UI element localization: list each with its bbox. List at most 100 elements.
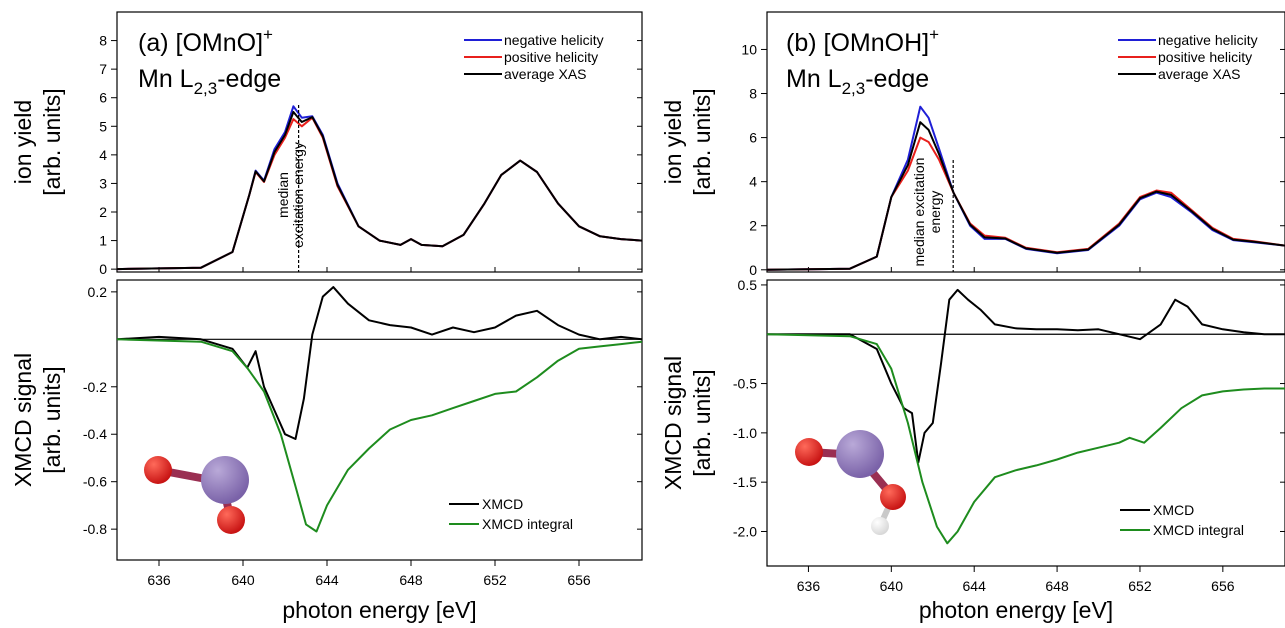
edge-label-subscript: 2,3 <box>194 79 218 98</box>
x-tick-label: 656 <box>1211 578 1235 594</box>
lower-y-axis-title-units: [arb. units] <box>689 369 715 476</box>
median-excitation-annotation: median excitation energy <box>275 105 306 272</box>
panel-title: (a) [OMnO]+ <box>138 25 273 57</box>
series-line-average-xas <box>766 121 1285 271</box>
x-tick-label: 640 <box>231 572 255 588</box>
upper-y-axis-title: ion yield <box>10 100 36 184</box>
series-line-xmcd <box>116 286 643 440</box>
panel-title-charge: + <box>263 25 273 44</box>
manganese-atom <box>201 456 249 504</box>
lower-y-tick-label: -0.8 <box>83 521 107 537</box>
omnoh-molecule-icon <box>795 430 906 535</box>
upper-y-tick-label: 6 <box>749 130 757 146</box>
x-tick-label: 652 <box>483 572 507 588</box>
panel-subtitle: Mn L2,3-edge <box>138 65 281 98</box>
manganese-atom <box>836 430 884 478</box>
upper-plot-frame <box>766 11 1285 273</box>
upper-y-tick-label: 4 <box>749 174 757 190</box>
upper-y-tick-label: 1 <box>99 233 107 249</box>
median-excitation-label: median excitation <box>911 158 927 267</box>
upper-y-tick-label: 2 <box>99 204 107 220</box>
legend-label: XMCD integral <box>482 516 573 532</box>
lower-y-tick-label: -0.5 <box>733 376 757 392</box>
upper-y-tick-label: 8 <box>749 86 757 102</box>
panel-a: 0 1 2 3 4 5 6 7 8 0.2 -0.2 -0.4 -0.6 -0.8 636 640 644 648… <box>10 11 643 623</box>
legend-label: XMCD <box>482 496 523 512</box>
panel-b: 0 2 4 6 8 10 0.5 -0.5 -1.0 -1.5 -2.0 636 640 644 648 65… <box>660 11 1285 623</box>
panel-title-main: (b) [OMnOH] <box>786 29 929 57</box>
upper-y-axis-title-units: [arb. units] <box>39 88 65 195</box>
edge-label-subscript: 2,3 <box>842 79 866 98</box>
lower-plot-frame <box>116 279 643 561</box>
upper-y-tick-label: 0 <box>749 262 757 278</box>
energy-label: energy <box>927 191 943 234</box>
series-line-positive-helicity <box>116 116 643 271</box>
x-tick-label: 644 <box>315 572 339 588</box>
upper-y-tick-label: 8 <box>99 33 107 49</box>
x-tick-label: 636 <box>147 572 171 588</box>
excitation-energy-label: excitation energy <box>290 142 306 248</box>
legend-label: negative helicity <box>1158 32 1258 48</box>
edge-label-tail: -edge <box>217 65 281 93</box>
panel-title: (b) [OMnOH]+ <box>786 25 939 57</box>
legend-label: negative helicity <box>504 32 604 48</box>
upper-y-tick-label: 4 <box>99 147 107 163</box>
upper-y-tick-label: 5 <box>99 118 107 134</box>
panel-subtitle: Mn L2,3-edge <box>786 65 929 98</box>
oxygen-atom <box>217 506 245 534</box>
upper-y-tick-label: 0 <box>99 261 107 277</box>
upper-y-tick-label: 3 <box>99 175 107 191</box>
oxygen-atom <box>144 456 172 484</box>
upper-y-tick-label: 2 <box>749 218 757 234</box>
panel-title-charge: + <box>929 25 939 44</box>
x-tick-label: 656 <box>567 572 591 588</box>
edge-label-main: Mn L <box>138 65 194 93</box>
series-line-average-xas <box>116 111 643 271</box>
edge-label-main: Mn L <box>786 65 842 93</box>
lower-y-axis-title: XMCD signal <box>660 356 686 490</box>
median-label: median <box>275 172 291 218</box>
lower-y-tick-label: -0.2 <box>83 379 107 395</box>
x-tick-label: 652 <box>1128 578 1152 594</box>
upper-y-tick-label: 7 <box>99 61 107 77</box>
hydrogen-atom <box>871 517 889 535</box>
x-tick-label: 640 <box>880 578 904 594</box>
lower-y-tick-label: -1.0 <box>733 425 757 441</box>
upper-plot-frame <box>116 11 643 273</box>
lower-plot-frame <box>766 279 1285 567</box>
upper-y-tick-label: 6 <box>99 90 107 106</box>
upper-y-axis-title-units: [arb. units] <box>689 88 715 195</box>
x-tick-label: 648 <box>399 572 423 588</box>
x-tick-label: 636 <box>797 578 821 594</box>
omno-molecule-icon <box>144 456 249 534</box>
lower-y-tick-label: 0.5 <box>738 277 758 293</box>
legend-label: XMCD <box>1153 502 1194 518</box>
series-line-negative-helicity <box>766 105 1285 271</box>
series-line-xmcd-integral <box>116 338 643 533</box>
lower-y-tick-label: -1.5 <box>733 474 757 490</box>
lower-legend: XMCD XMCD integral <box>449 496 573 532</box>
median-excitation-annotation: median excitation energy <box>911 158 954 272</box>
upper-y-tick-label: 10 <box>741 41 757 57</box>
x-tick-label: 644 <box>963 578 987 594</box>
lower-y-tick-label: -0.6 <box>83 474 107 490</box>
edge-label-tail: -edge <box>865 65 929 93</box>
lower-legend: XMCD XMCD integral <box>1120 502 1244 538</box>
series-line-negative-helicity <box>116 105 643 271</box>
lower-y-axis-title-units: [arb. units] <box>39 366 65 473</box>
series-line-xmcd-integral <box>766 333 1285 545</box>
legend-label: positive helicity <box>504 49 598 65</box>
lower-y-tick-label: -0.4 <box>83 426 107 442</box>
legend-label: average XAS <box>504 66 587 82</box>
series-line-positive-helicity <box>766 136 1285 271</box>
panel-title-main: (a) [OMnO] <box>138 29 263 57</box>
legend-label: XMCD integral <box>1153 522 1244 538</box>
x-axis-title: photon energy [eV] <box>282 597 476 623</box>
lower-y-tick-label: 0.2 <box>88 284 108 300</box>
legend-label: positive helicity <box>1158 49 1252 65</box>
x-axis-title: photon energy [eV] <box>919 597 1113 623</box>
upper-y-axis-title: ion yield <box>660 100 686 184</box>
